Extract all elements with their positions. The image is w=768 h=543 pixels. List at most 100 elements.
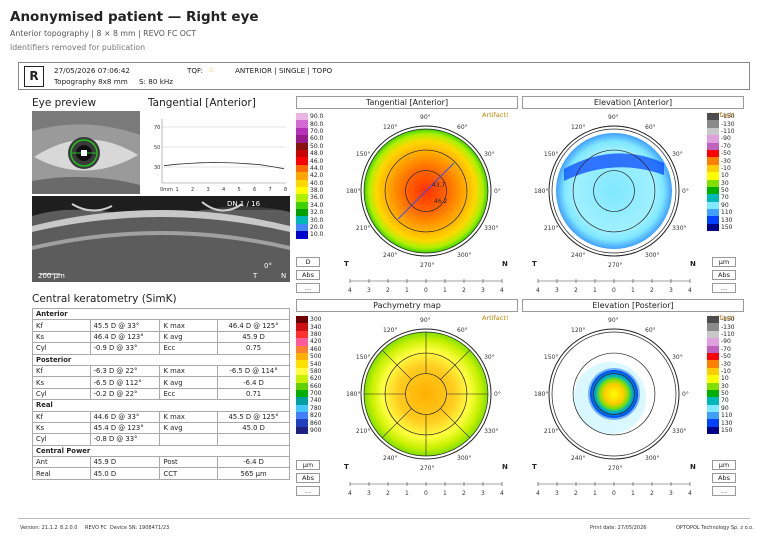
scale-label: 460 [310, 345, 322, 353]
scale-swatch [707, 412, 719, 420]
scale-swatch [296, 316, 308, 324]
elevation-posterior-map-plot[interactable]: 90° 60° 30° 0° 330° 300° 270° 240° 210° 180° 150° 1… [524, 314, 704, 499]
map-x-tick: 4 [500, 287, 504, 294]
scale-swatch [296, 186, 308, 195]
keratometry-cell: Cyl [32, 342, 91, 355]
oct-angle: 0° [264, 262, 272, 270]
profile-xtick: 0mm [160, 187, 173, 193]
scale-label: 900 [310, 427, 322, 435]
scale-swatch [707, 338, 719, 346]
scale-label: 740 [310, 397, 322, 405]
pachymetry-map-more-button[interactable]: ... [296, 486, 320, 496]
keratometry-row: Ks -6.5 D @ 112° K avg -6.4 D [32, 376, 290, 389]
scale-entry: -50 [707, 149, 741, 158]
scale-label: 10 [721, 375, 729, 383]
map-x-tick: 2 [386, 490, 390, 497]
tangential-map-abs-button[interactable]: Abs [296, 270, 320, 280]
pachymetry-map-unit-button[interactable]: µm [296, 460, 320, 470]
map-angle-label: 120° [571, 124, 585, 131]
map-x-tick: 4 [348, 490, 352, 497]
elevation-posterior-map-unit-button[interactable]: µm [712, 460, 736, 470]
elevation-posterior-map-more-button[interactable]: ... [712, 486, 736, 496]
map-ring [363, 128, 489, 254]
scale-entry: 340 [296, 323, 330, 331]
scale-entry: 660 [296, 382, 330, 390]
scale-label: 42.0 [310, 172, 324, 180]
scale-label: 50 [721, 187, 729, 195]
scale-entry: -30 [707, 157, 741, 165]
scale-label: -70 [721, 142, 731, 150]
scale-label: 700 [310, 390, 322, 398]
elevation-anterior-map-plot[interactable]: 90° 60° 30° 0° 330° 300° 270° 240° 210° 180° 150° 1… [524, 111, 704, 296]
map-x-tick: 1 [443, 490, 447, 497]
map-x-tick: 1 [631, 287, 635, 294]
page-title: Anonymised patient — Right eye [10, 9, 259, 25]
keratometry-cell: 46.4 D @ 123° [89, 330, 161, 344]
scale-swatch [707, 345, 719, 353]
map-fill-core [590, 370, 638, 418]
map-angle-label: 180° [534, 188, 548, 195]
tangential-map-more-button[interactable]: ... [296, 283, 320, 293]
scale-entry: -130 [707, 120, 741, 128]
map-x-tick: 2 [386, 287, 390, 294]
map-angle-label: 270° [420, 262, 434, 269]
keratometry-cell: 45.0 D [89, 467, 161, 480]
elevation-posterior-map-abs-button[interactable]: Abs [712, 473, 736, 483]
scale-entry: 110 [707, 209, 741, 217]
oct-frame-counter: DN 1 / 16 [227, 200, 261, 208]
scale-label: 580 [310, 367, 322, 375]
keratometry-cell: Real [32, 467, 91, 480]
map-ring [551, 331, 677, 457]
tangential-map-plot[interactable]: 43.7 46.2 90° 60° 30° 0° 330° 300° 270° 240° 210° 1… [336, 111, 516, 296]
keratometry-group-row: Central Power [32, 444, 290, 458]
map-angle-label: 150° [544, 151, 558, 158]
map-angle-label: 210° [356, 225, 370, 232]
keratometry-cell: Cyl [32, 387, 91, 401]
keratometry-cell: -0.2 D @ 22° [89, 387, 161, 401]
keratometry-row: Real 45.0 D CCT 565 µm [32, 467, 290, 480]
pachymetry-map-abs-button[interactable]: Abs [296, 473, 320, 483]
elevation-anterior-map-abs-button[interactable]: Abs [712, 270, 736, 280]
scale-swatch [296, 231, 308, 239]
scale-swatch [296, 172, 308, 180]
scale-entry: 30 [707, 382, 741, 390]
scale-entry: 70.0 [296, 127, 330, 136]
scale-label: 30 [721, 179, 729, 187]
keratometry-cell: K max [159, 364, 219, 378]
keratometry-cell [159, 433, 219, 446]
footer-company: OPTOPOL Technology Sp. z o.o. [676, 525, 754, 531]
map-x-tick: 2 [574, 287, 578, 294]
page-subtitle: Anterior topography | 8 × 8 mm | REVO FC… [10, 29, 197, 38]
scale-label: 540 [310, 360, 322, 368]
map-angle-label: 330° [484, 428, 498, 435]
scale-swatch [707, 113, 719, 121]
tangential-map-unit-button[interactable]: D [296, 257, 320, 267]
map-angle-label: 210° [544, 225, 558, 232]
map-x-tick: 4 [348, 287, 352, 294]
keratometry-cell: 45.0 D [217, 421, 290, 435]
scale-label: 380 [310, 330, 322, 338]
elevation-anterior-map-unit-button[interactable]: µm [712, 257, 736, 267]
pachymetry-map-plot[interactable]: 90° 60° 30° 0° 330° 300° 270° 240° 210° 180° 150° 1… [336, 314, 516, 499]
elevation-anterior-map-color-scale: -150 -130 -110 -90 -70 -50 -30 -10 10 30 50 70 90 110… [707, 113, 741, 232]
oct-scan-image[interactable]: DN 1 / 16 200 µm 0° T N [32, 196, 290, 282]
elevation-anterior-map-title: Elevation [Anterior] [522, 96, 744, 109]
scale-entry: 820 [296, 412, 330, 420]
map-angle-label: 60° [645, 327, 656, 334]
scale-swatch [296, 338, 308, 346]
keratometry-cell: Post [159, 456, 219, 469]
map-x-tick: 3 [481, 490, 485, 497]
elevation-posterior-map-title: Elevation [Posterior] [522, 299, 744, 312]
map-x-tick: 3 [367, 490, 371, 497]
eye-preview-image[interactable] [32, 111, 140, 194]
scale-label: -50 [721, 150, 731, 158]
keratometry-cell: 46.4 D @ 125° [217, 319, 290, 332]
elevation-anterior-map-more-button[interactable]: ... [712, 283, 736, 293]
keratometry-group-row: Real [32, 399, 290, 412]
tqf-label: TQF: [187, 66, 204, 75]
map-angle-label: 240° [571, 455, 585, 462]
scale-swatch [296, 367, 308, 376]
scale-entry: 44.0 [296, 164, 330, 173]
keratometry-cell: 45.4 D @ 123° [89, 421, 161, 435]
scale-swatch [707, 127, 719, 136]
